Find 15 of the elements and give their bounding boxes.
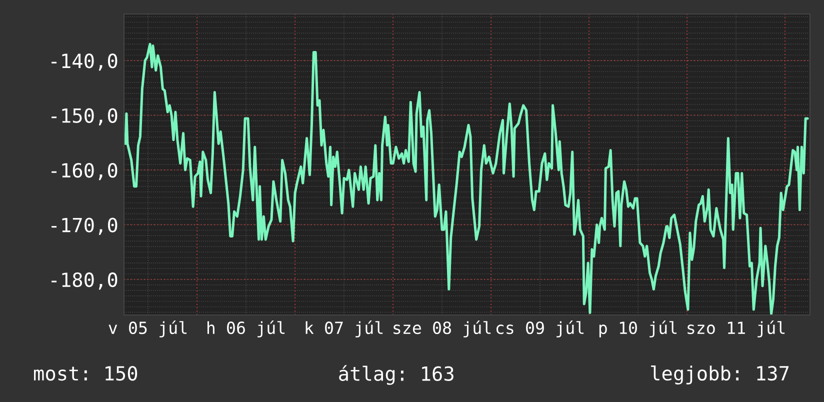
text: átlag: 163 <box>339 365 454 385</box>
y-tick-label: -150,0 <box>52 108 118 126</box>
x-tick-label: cs 09 júl <box>496 320 584 338</box>
y-tick-label: -170,0 <box>52 218 118 235</box>
y-tick-label: -160,0 <box>52 162 118 180</box>
y-tick-label: -180,0 <box>52 272 118 290</box>
text: legjobb: 137 <box>651 365 789 385</box>
x-tick-label: sze 08 júl <box>394 320 491 338</box>
x-tick-label: k 07 júl <box>306 320 383 338</box>
x-tick-label: p 10 júl <box>599 320 677 338</box>
y-tick-label: -140,0 <box>52 54 118 71</box>
x-tick-label: h 06 júl <box>207 320 285 338</box>
text: most: 150 <box>34 366 138 381</box>
x-tick-label: szo 11 júl <box>688 320 785 338</box>
x-tick-label: v 05 júl <box>108 320 187 338</box>
